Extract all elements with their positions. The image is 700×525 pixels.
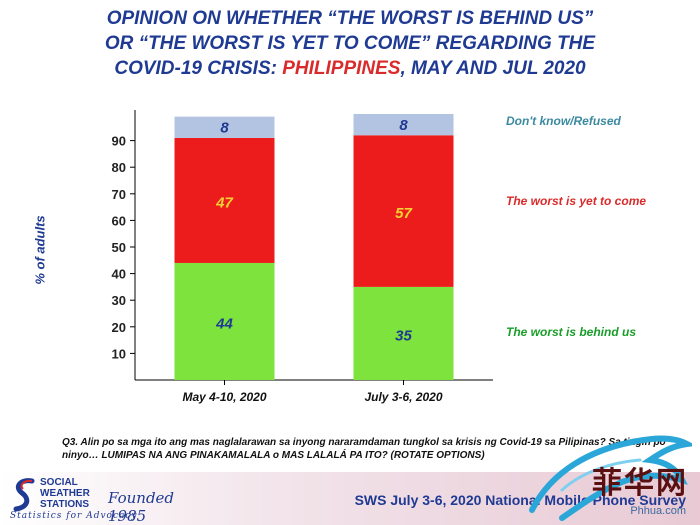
title-line-3: COVID-19 CRISIS: PHILIPPINES, MAY AND JU… <box>0 56 700 81</box>
bar-segment <box>174 262 275 380</box>
title-line-3-prefix: COVID-19 CRISIS: <box>114 58 283 79</box>
chart-title: OPINION ON WHETHER “THE WORST IS BEHIND … <box>0 6 700 81</box>
logo-word-3: STATIONS <box>40 499 90 510</box>
bar-segment <box>353 114 454 136</box>
y-tick-label: 70 <box>112 187 126 202</box>
title-country: PHILIPPINES <box>282 58 401 79</box>
logo-tagline: Statistics for Advocacy <box>10 511 138 521</box>
logo-word-1: SOCIAL <box>40 477 78 488</box>
bar-segment <box>353 135 454 287</box>
x-tick-label: May 4-10, 2020 <box>182 390 266 404</box>
watermark-url: Phhua.com <box>630 505 686 517</box>
y-tick-label: 50 <box>112 240 126 255</box>
y-tick-label: 20 <box>112 320 126 335</box>
data-label: 57 <box>395 205 412 222</box>
bar-segment <box>174 137 275 263</box>
title-line-1: OPINION ON WHETHER “THE WORST IS BEHIND … <box>106 8 594 29</box>
legend-item: The worst is yet to come <box>506 194 647 209</box>
title-line-3-suffix: , MAY AND JUL 2020 <box>400 58 586 79</box>
stacked-bar-chart: 10 20 30 40 50 60 70 80 90 44 47 8 May 4-10, 2020 35 5… <box>112 110 493 404</box>
y-tick-label: 80 <box>112 160 126 175</box>
x-tick-label: July 3-6, 2020 <box>364 390 442 404</box>
dragon-watermark-icon <box>529 435 692 521</box>
data-label: 35 <box>395 327 412 344</box>
y-tick-label: 10 <box>112 346 126 361</box>
logo-founded: Founded 1985 <box>108 489 175 525</box>
watermark-text: 菲华网 <box>592 467 688 500</box>
survey-source: SWS July 3-6, 2020 National Mobile Phone… <box>354 492 686 508</box>
y-tick-label: 30 <box>112 293 126 308</box>
data-label: 44 <box>215 315 233 332</box>
footer-band <box>0 472 700 525</box>
data-label: 47 <box>215 194 233 211</box>
sws-logo-icon <box>13 478 35 512</box>
data-label: 8 <box>399 117 408 134</box>
sws-logo: SOCIAL WEATHER STATIONS Founded 1985 Sta… <box>10 475 200 525</box>
y-tick-label: 90 <box>112 134 126 149</box>
legend-item: Don't know/Refused <box>506 114 621 128</box>
data-label: 8 <box>220 120 229 137</box>
logo-wordmark: SOCIAL WEATHER STATIONS <box>40 477 90 510</box>
logo-word-2: WEATHER <box>40 488 90 499</box>
y-tick-label: 40 <box>112 267 126 282</box>
bar-segment <box>174 116 275 138</box>
survey-question: Q3. Alin po sa mga ito ang mas naglalara… <box>62 437 666 461</box>
y-tick-label: 60 <box>112 213 126 228</box>
legend-item: The worst is behind us <box>506 325 637 339</box>
title-line-2: OR “THE WORST IS YET TO COME” REGARDING … <box>104 33 596 54</box>
bar-segment <box>353 286 454 380</box>
